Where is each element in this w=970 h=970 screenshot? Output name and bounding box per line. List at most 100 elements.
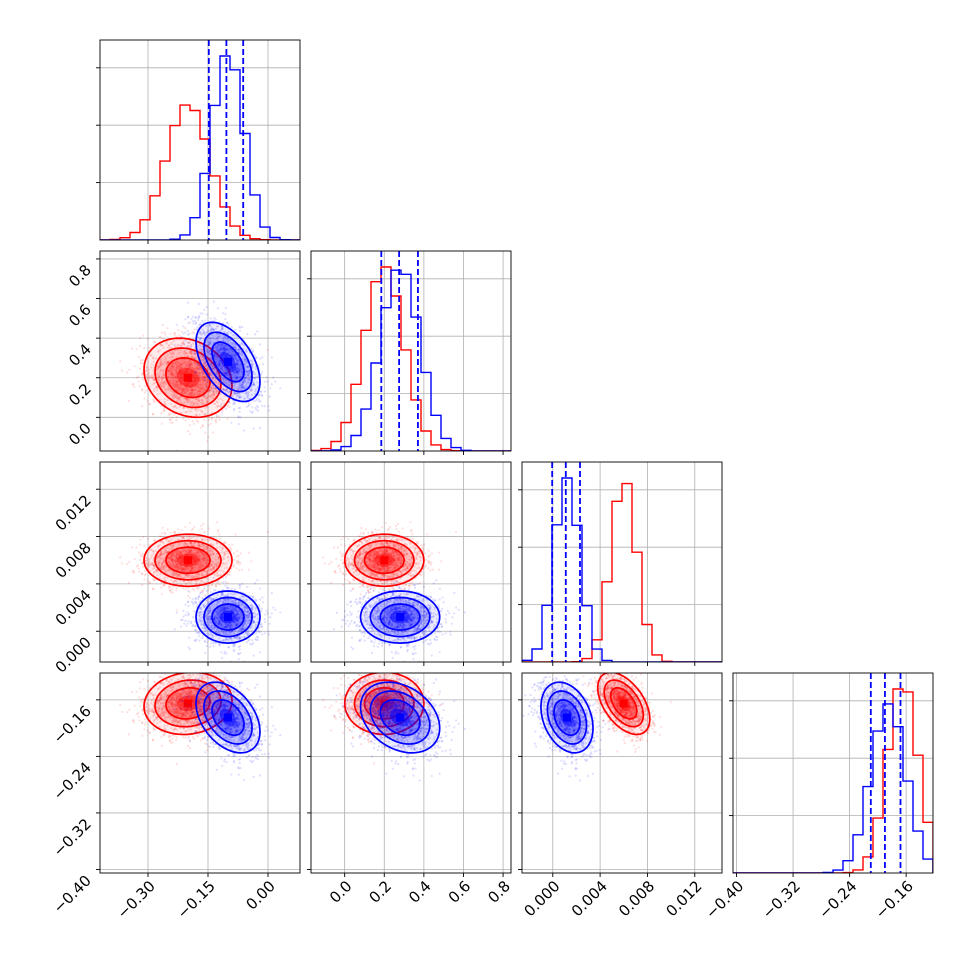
scatter-point bbox=[171, 363, 174, 366]
scatter-point bbox=[219, 569, 222, 572]
scatter-point bbox=[174, 373, 177, 376]
scatter-point bbox=[202, 356, 205, 359]
scatter-point bbox=[235, 386, 238, 389]
scatter-point bbox=[224, 337, 228, 340]
scatter-point bbox=[263, 405, 266, 408]
scatter-point bbox=[250, 595, 253, 598]
scatter-point bbox=[170, 343, 173, 346]
scatter-point bbox=[159, 552, 162, 556]
scatter-point bbox=[237, 367, 240, 370]
scatter-point bbox=[170, 572, 173, 575]
scatter-point bbox=[157, 562, 160, 565]
scatter-point bbox=[165, 362, 169, 365]
scatter-point bbox=[141, 362, 144, 365]
scatter-point bbox=[169, 368, 172, 371]
scatter-point bbox=[237, 422, 240, 426]
scatter-point bbox=[186, 611, 189, 614]
scatter-point bbox=[160, 551, 163, 554]
scatter-point bbox=[159, 358, 162, 362]
scatter-point bbox=[160, 379, 163, 382]
scatter-point bbox=[202, 331, 205, 334]
scatter-point bbox=[181, 536, 184, 539]
scatter-point bbox=[158, 535, 161, 538]
scatter-point bbox=[157, 375, 160, 378]
scatter-point bbox=[257, 406, 260, 409]
scatter-point bbox=[220, 403, 223, 406]
scatter-point bbox=[237, 358, 240, 361]
scatter-point bbox=[201, 319, 204, 322]
scatter-point bbox=[191, 574, 194, 577]
scatter-point bbox=[237, 370, 240, 373]
scatter-point bbox=[164, 357, 168, 360]
scatter-point bbox=[216, 593, 219, 597]
scatter-point bbox=[231, 373, 234, 377]
scatter-point bbox=[158, 555, 161, 558]
scatter-point bbox=[216, 351, 219, 355]
scatter-point bbox=[137, 564, 140, 567]
scatter-point bbox=[256, 579, 259, 582]
scatter-point bbox=[249, 642, 252, 646]
scatter-point bbox=[201, 538, 204, 541]
scatter-point bbox=[203, 379, 206, 382]
scatter-point bbox=[214, 354, 217, 357]
scatter-point bbox=[158, 559, 161, 562]
scatter-point bbox=[171, 553, 174, 556]
scatter-point bbox=[203, 556, 206, 559]
scatter-point bbox=[174, 550, 177, 553]
scatter-point bbox=[248, 369, 251, 372]
scatter-point bbox=[215, 389, 218, 392]
scatter-point bbox=[201, 379, 204, 382]
scatter-point bbox=[189, 391, 192, 394]
scatter-point bbox=[202, 372, 205, 375]
scatter-point bbox=[210, 568, 213, 571]
scatter-point bbox=[200, 399, 203, 402]
scatter-point bbox=[211, 560, 214, 563]
scatter-point bbox=[167, 557, 170, 560]
scatter-point bbox=[212, 393, 215, 396]
scatter-point bbox=[223, 608, 226, 611]
scatter-point bbox=[182, 587, 185, 590]
scatter-point bbox=[227, 383, 230, 386]
scatter-point bbox=[184, 351, 187, 354]
scatter-point bbox=[217, 611, 220, 614]
scatter-point bbox=[185, 411, 188, 414]
scatter-point bbox=[218, 346, 221, 350]
scatter-point bbox=[212, 394, 215, 397]
scatter-point bbox=[194, 398, 197, 401]
scatter-point bbox=[206, 340, 209, 344]
scatter-point bbox=[215, 562, 218, 566]
scatter-point bbox=[182, 407, 185, 410]
scatter-point bbox=[223, 346, 226, 349]
scatter-point bbox=[201, 383, 204, 386]
scatter-point bbox=[220, 374, 223, 377]
scatter-point bbox=[213, 354, 216, 357]
scatter-point bbox=[200, 564, 203, 567]
scatter-point bbox=[244, 359, 247, 362]
scatter-point bbox=[237, 372, 240, 375]
scatter-point bbox=[251, 410, 254, 413]
scatter-point bbox=[236, 371, 239, 375]
scatter-point bbox=[210, 386, 213, 390]
scatter-point bbox=[152, 357, 155, 360]
scatter-point bbox=[215, 390, 218, 393]
scatter-point bbox=[170, 558, 173, 561]
scatter-point bbox=[210, 356, 213, 359]
scatter-point bbox=[208, 624, 211, 627]
scatter-point bbox=[249, 397, 252, 400]
scatter-point bbox=[200, 332, 203, 335]
scatter-point bbox=[183, 576, 186, 579]
scatter-point bbox=[198, 314, 201, 317]
scatter-point bbox=[222, 388, 225, 391]
scatter-point bbox=[226, 374, 229, 377]
scatter-point bbox=[274, 380, 277, 383]
scatter-point bbox=[210, 387, 213, 390]
scatter-point bbox=[147, 563, 150, 567]
scatter-point bbox=[245, 392, 248, 395]
scatter-point bbox=[191, 388, 194, 391]
scatter-point bbox=[260, 623, 263, 626]
scatter-point bbox=[232, 391, 235, 395]
scatter-point bbox=[235, 377, 238, 380]
scatter-point bbox=[212, 598, 215, 601]
scatter-point bbox=[197, 543, 200, 546]
